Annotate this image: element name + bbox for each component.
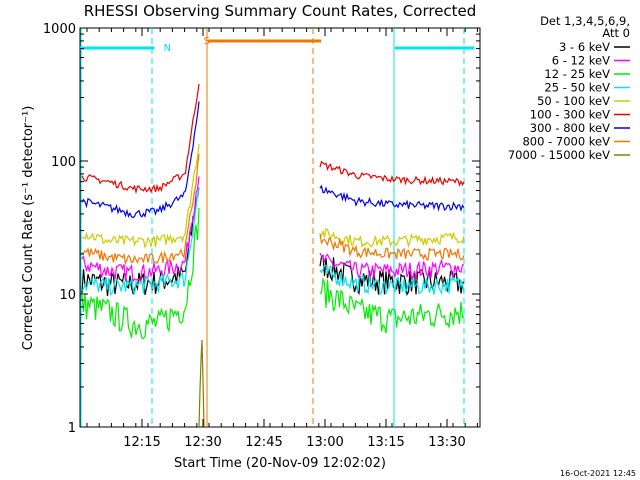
series-line	[319, 276, 465, 334]
chart-title: RHESSI Observing Summary Count Rates, Co…	[84, 2, 477, 20]
legend-header-att: Att 0	[602, 26, 630, 40]
series-line	[319, 254, 465, 297]
y-axis-label: Corrected Count Rate (s⁻¹ detector⁻¹)	[21, 106, 36, 351]
x-tick-label: 13:00	[306, 435, 343, 450]
series-line	[319, 264, 465, 296]
legend-label: 50 - 100 keV	[537, 94, 610, 108]
legend-header: Det 1,3,4,5,6,9,	[540, 14, 630, 28]
legend-label: 100 - 300 keV	[530, 108, 610, 122]
y-tick-label: 1	[68, 421, 76, 436]
legend-label: 7000 - 15000 keV	[508, 148, 610, 162]
series-line	[198, 339, 205, 428]
legend-label: 300 - 800 keV	[530, 121, 610, 135]
series-line	[319, 160, 465, 187]
x-tick-label: 12:15	[123, 435, 160, 450]
legend-label: 6 - 12 keV	[552, 54, 610, 68]
series-line	[81, 186, 200, 296]
x-tick-label: 13:15	[367, 435, 404, 450]
x-axis-label: Start Time (20-Nov-09 12:02:02)	[174, 456, 386, 471]
series-line	[319, 227, 465, 249]
series-line	[81, 84, 200, 195]
series-line	[81, 101, 200, 219]
legend-label: 12 - 25 keV	[544, 67, 610, 81]
timestamp: 16-Oct-2021 12:45	[560, 469, 636, 478]
legend-label: 25 - 50 keV	[544, 81, 610, 95]
x-tick-label: 12:30	[184, 435, 221, 450]
flag-label: N	[163, 43, 170, 54]
legend-label: 800 - 7000 keV	[522, 135, 610, 149]
series-line	[81, 207, 200, 340]
series-line	[319, 252, 465, 281]
series-line	[81, 153, 200, 266]
legend-label: 3 - 6 keV	[559, 40, 610, 54]
series-line	[81, 143, 200, 250]
y-tick-label: 1000	[43, 22, 76, 37]
series-line	[319, 233, 465, 261]
plot-frame	[79, 27, 481, 428]
y-tick-label: 10	[59, 288, 76, 303]
y-tick-label: 100	[51, 155, 76, 170]
series-line	[81, 176, 200, 283]
x-tick-label: 13:30	[428, 435, 465, 450]
series-line	[319, 184, 465, 212]
x-tick-label: 12:45	[245, 435, 282, 450]
